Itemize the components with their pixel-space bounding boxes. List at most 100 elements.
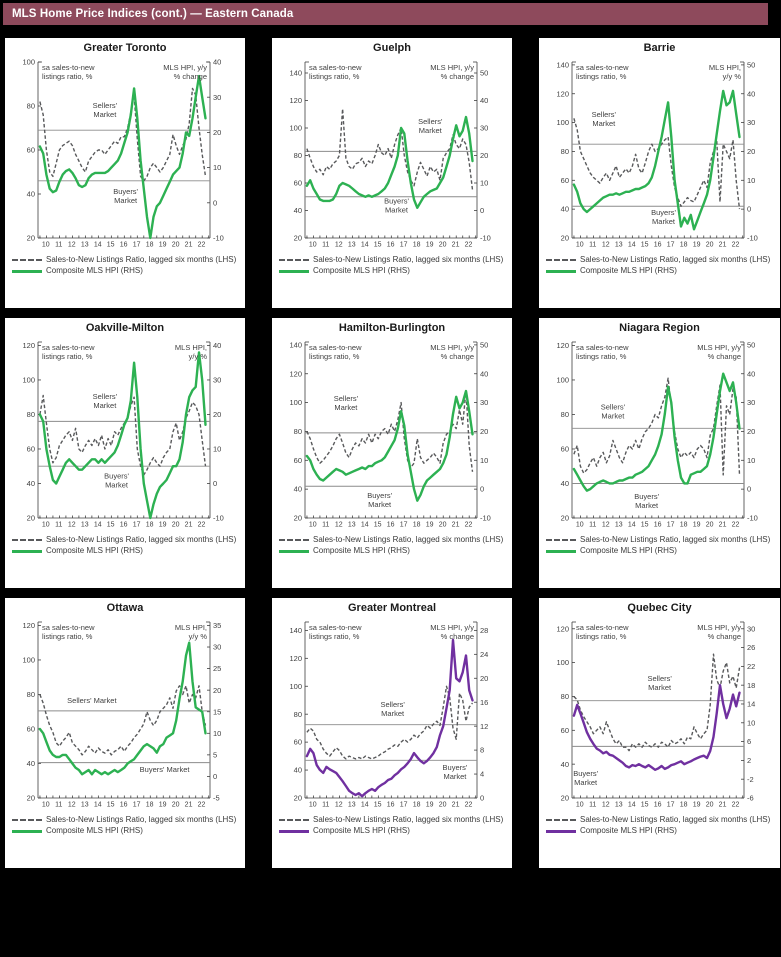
solid-line-swatch: [546, 269, 576, 273]
svg-text:20: 20: [706, 522, 714, 529]
svg-text:20: 20: [480, 151, 488, 160]
svg-text:12: 12: [602, 522, 610, 529]
svg-text:60: 60: [27, 146, 35, 155]
svg-text:17: 17: [667, 242, 675, 249]
svg-text:20: 20: [213, 410, 221, 419]
svg-text:40: 40: [294, 766, 302, 775]
svg-text:14: 14: [94, 522, 102, 529]
svg-text:22: 22: [465, 242, 473, 249]
svg-text:12: 12: [68, 242, 76, 249]
svg-text:100: 100: [556, 118, 569, 127]
svg-text:40: 40: [27, 479, 35, 488]
svg-text:18: 18: [413, 242, 421, 249]
legend-label: Composite MLS HPI (RHS): [313, 825, 410, 835]
svg-text:0: 0: [480, 485, 484, 494]
sellers-market-label: Market: [381, 709, 405, 718]
svg-text:100: 100: [289, 124, 302, 133]
buyers-market-label: Buyers' Market: [140, 765, 191, 774]
ratio-series-line: [306, 108, 474, 190]
svg-text:10: 10: [576, 242, 584, 249]
legend-item-ratio: Sales-to-New Listings Ratio, lagged six …: [12, 815, 243, 825]
ratio-series-line: [573, 118, 741, 210]
axis-layer: [304, 61, 478, 239]
svg-text:-10: -10: [480, 514, 491, 523]
svg-text:13: 13: [81, 522, 89, 529]
legend-label: Sales-to-New Listings Ratio, lagged six …: [580, 535, 771, 544]
legend-label: Composite MLS HPI (RHS): [313, 545, 410, 555]
sellers-market-label: Sellers': [601, 402, 626, 411]
svg-text:-2: -2: [747, 775, 754, 784]
tick-labels: 20 40 60 80 100 120 -10 0 10 20 30 40 10 11 12 13 14 15 16…: [22, 341, 223, 528]
svg-text:0: 0: [213, 479, 217, 488]
svg-text:15: 15: [374, 242, 382, 249]
svg-text:19: 19: [693, 522, 701, 529]
chart-panel-niagara-region: Niagara Region 20 40 60 80 100 120 -10 0 10 20 30 40…: [539, 318, 780, 588]
axis-layer: [571, 61, 745, 239]
market-threshold-lines: [305, 724, 477, 761]
header-bar: MLS Home Price Indices (cont.) — Eastern…: [3, 3, 768, 25]
legend-item-ratio: Sales-to-New Listings Ratio, lagged six …: [546, 535, 778, 545]
svg-text:35: 35: [213, 621, 221, 630]
ratio-series-line: [306, 685, 474, 760]
svg-text:17: 17: [400, 802, 408, 809]
svg-text:100: 100: [22, 58, 35, 67]
right-axis-unit-label: % change: [708, 352, 741, 361]
chart-legend: Sales-to-New Listings Ratio, lagged six …: [5, 255, 245, 276]
svg-text:120: 120: [289, 369, 302, 378]
svg-text:18: 18: [680, 522, 688, 529]
svg-text:40: 40: [27, 190, 35, 199]
svg-text:0: 0: [213, 772, 217, 781]
svg-text:140: 140: [289, 69, 302, 78]
svg-text:18: 18: [146, 242, 154, 249]
sellers-market-label: Market: [93, 401, 117, 410]
svg-text:60: 60: [294, 738, 302, 747]
legend-item-hpi: Composite MLS HPI (RHS): [279, 266, 510, 276]
svg-text:120: 120: [556, 341, 569, 350]
svg-text:22: 22: [732, 522, 740, 529]
svg-text:19: 19: [426, 802, 434, 809]
svg-text:40: 40: [213, 58, 221, 67]
chart-legend: Sales-to-New Listings Ratio, lagged six …: [272, 815, 512, 836]
hpi-series-line: [572, 89, 741, 231]
svg-text:14: 14: [747, 700, 755, 709]
svg-text:120: 120: [22, 621, 35, 630]
solid-line-swatch: [12, 829, 42, 833]
buyers-market-label: Buyers': [651, 208, 676, 217]
chart-plot: 20 40 60 80 100 120 140 0 4 8 12 16 20 24 28 10 11 12 13 14…: [289, 621, 488, 809]
svg-text:60: 60: [294, 179, 302, 188]
buyers-market-label: Buyers': [443, 763, 468, 772]
svg-text:20: 20: [480, 674, 488, 683]
dashed-line-swatch: [279, 539, 309, 541]
dashed-line-swatch: [12, 819, 42, 821]
svg-text:11: 11: [55, 802, 62, 809]
svg-text:19: 19: [159, 802, 167, 809]
buyers-market-label: Market: [443, 772, 467, 781]
buyers-market-label: Buyers': [573, 769, 598, 778]
chart-plot: 20 40 60 80 100 120 -10 0 10 20 30 40 10 11 12 13 14 15 16…: [22, 341, 223, 528]
buyers-market-label: Buyers': [367, 491, 392, 500]
solid-line-swatch: [279, 269, 309, 273]
right-axis-unit-label: % change: [441, 352, 474, 361]
svg-text:20: 20: [439, 802, 447, 809]
svg-text:11: 11: [322, 522, 329, 529]
axis-layer: [37, 61, 211, 239]
legend-label: Composite MLS HPI (RHS): [313, 265, 410, 275]
svg-text:26: 26: [747, 643, 755, 652]
svg-text:12: 12: [480, 722, 488, 731]
svg-text:13: 13: [348, 802, 356, 809]
sellers-market-label: Sellers': [93, 101, 118, 110]
svg-text:20: 20: [706, 242, 714, 249]
buyers-market-label: Buyers': [634, 492, 659, 501]
svg-text:22: 22: [747, 662, 755, 671]
svg-text:4: 4: [480, 770, 484, 779]
svg-text:11: 11: [322, 242, 329, 249]
svg-text:16: 16: [654, 802, 662, 809]
svg-text:19: 19: [159, 242, 167, 249]
legend-label: Composite MLS HPI (RHS): [580, 265, 677, 275]
tick-labels: 20 40 60 80 100 120 140 0 4 8 12 16 20 24 28 10 11 12 13 14…: [289, 626, 488, 809]
svg-text:10: 10: [576, 522, 584, 529]
svg-text:10: 10: [309, 802, 317, 809]
svg-text:14: 14: [94, 242, 102, 249]
svg-text:50: 50: [480, 69, 488, 78]
